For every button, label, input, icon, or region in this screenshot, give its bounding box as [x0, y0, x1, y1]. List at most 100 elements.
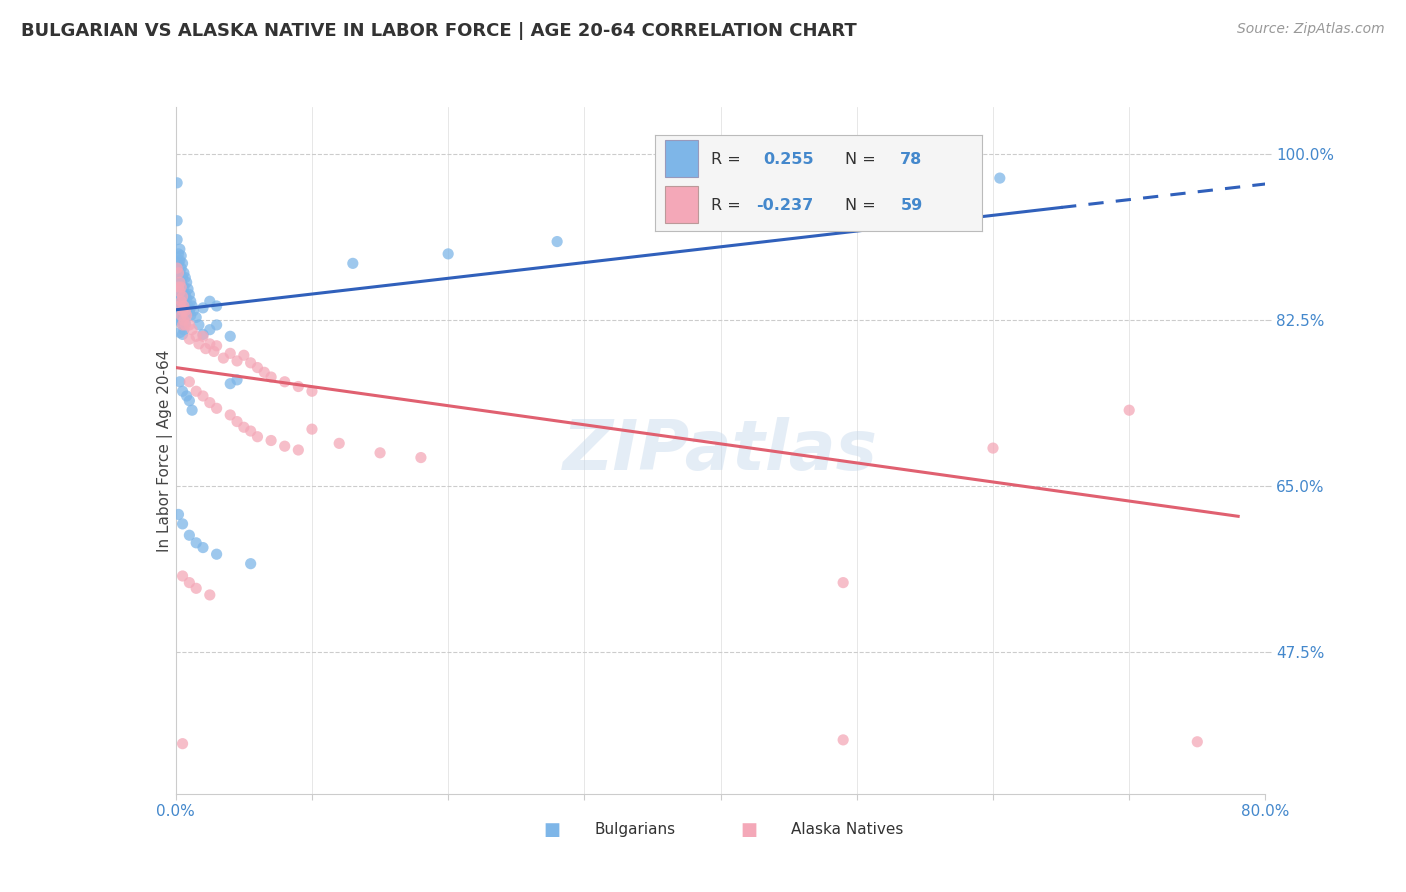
Point: [174, 301, 197, 315]
Point: [239, 424, 262, 438]
Point: [301, 384, 323, 399]
Point: [368, 446, 391, 460]
Point: [181, 299, 204, 313]
Point: [172, 737, 194, 751]
Point: [174, 303, 197, 318]
Point: [409, 450, 432, 465]
Text: 78: 78: [900, 152, 922, 167]
Point: [179, 528, 201, 542]
Point: [988, 171, 1011, 186]
Text: Source: ZipAtlas.com: Source: ZipAtlas.com: [1237, 22, 1385, 37]
Point: [186, 384, 208, 399]
Point: [832, 732, 855, 747]
Point: [172, 285, 194, 299]
Text: ■: ■: [740, 821, 758, 838]
Point: [174, 287, 197, 301]
Point: [198, 395, 221, 409]
Point: [174, 318, 197, 332]
Point: [981, 441, 1004, 455]
Point: [172, 270, 194, 285]
Point: [167, 266, 190, 280]
Point: [170, 280, 193, 294]
Y-axis label: In Labor Force | Age 20-64: In Labor Force | Age 20-64: [156, 350, 173, 551]
Point: [232, 348, 254, 362]
Point: [191, 541, 214, 555]
Point: [169, 326, 191, 340]
Point: [186, 310, 208, 325]
Point: [166, 261, 188, 276]
Point: [260, 370, 283, 384]
Point: [167, 285, 190, 299]
Text: Bulgarians: Bulgarians: [593, 822, 675, 837]
Point: [187, 337, 209, 351]
Point: [239, 557, 262, 571]
Point: [170, 303, 193, 318]
Point: [174, 270, 197, 285]
Point: [167, 508, 190, 522]
Point: [287, 442, 309, 457]
Point: [219, 329, 242, 343]
Point: [181, 323, 204, 337]
Text: ■: ■: [543, 821, 561, 838]
Text: N =: N =: [845, 198, 876, 213]
Point: [198, 337, 221, 351]
Point: [191, 327, 214, 342]
Point: [169, 375, 191, 389]
Point: [172, 327, 194, 342]
Point: [239, 356, 262, 370]
Point: [187, 318, 209, 332]
Point: [169, 285, 191, 299]
Point: [167, 294, 190, 309]
Point: [198, 323, 221, 337]
Point: [169, 289, 191, 303]
Point: [177, 282, 200, 296]
Point: [205, 299, 228, 313]
Point: [172, 569, 194, 583]
Point: [172, 289, 194, 303]
Point: [174, 316, 197, 330]
Point: [169, 313, 191, 327]
Point: [167, 256, 190, 270]
Point: [172, 318, 194, 332]
Point: [191, 329, 214, 343]
Point: [198, 294, 221, 309]
Point: [172, 256, 194, 270]
Point: [169, 278, 191, 293]
Point: [205, 547, 228, 561]
Text: 0.255: 0.255: [763, 152, 814, 167]
Point: [167, 280, 190, 294]
Point: [205, 339, 228, 353]
Point: [342, 256, 364, 270]
Point: [219, 346, 242, 360]
Point: [173, 299, 195, 313]
Text: BULGARIAN VS ALASKA NATIVE IN LABOR FORCE | AGE 20-64 CORRELATION CHART: BULGARIAN VS ALASKA NATIVE IN LABOR FORC…: [21, 22, 856, 40]
Point: [170, 275, 193, 289]
Point: [179, 332, 201, 346]
Point: [169, 266, 191, 280]
Point: [173, 280, 195, 294]
Point: [219, 408, 242, 422]
Point: [186, 582, 208, 596]
Point: [166, 213, 188, 227]
Point: [246, 360, 269, 375]
Point: [167, 266, 190, 280]
Point: [274, 439, 297, 453]
Bar: [665, 140, 697, 177]
Point: [176, 275, 198, 289]
Point: [1118, 403, 1140, 417]
Point: [169, 275, 191, 289]
Point: [167, 247, 190, 261]
Point: [205, 318, 228, 332]
Point: [170, 316, 193, 330]
Point: [173, 294, 195, 309]
Point: [172, 313, 194, 327]
Point: [170, 294, 193, 309]
Text: -0.237: -0.237: [756, 198, 814, 213]
Point: [173, 309, 195, 323]
Point: [179, 575, 201, 590]
Point: [173, 313, 195, 327]
Text: ZIPatlas: ZIPatlas: [562, 417, 879, 484]
Point: [832, 575, 855, 590]
Point: [176, 307, 198, 321]
Point: [173, 323, 195, 337]
